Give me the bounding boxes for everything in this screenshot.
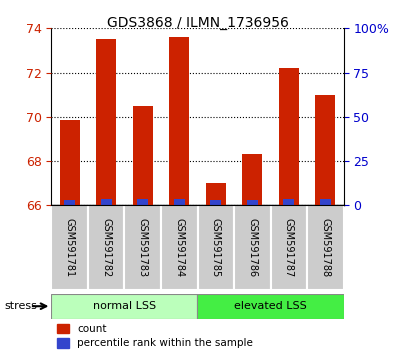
Text: normal LSS: normal LSS <box>93 301 156 311</box>
FancyBboxPatch shape <box>307 205 344 290</box>
Bar <box>247 200 258 205</box>
FancyBboxPatch shape <box>161 205 198 290</box>
Legend: count, percentile rank within the sample: count, percentile rank within the sample <box>56 324 253 348</box>
FancyBboxPatch shape <box>271 205 307 290</box>
Bar <box>315 95 335 205</box>
Text: GSM591788: GSM591788 <box>320 218 330 278</box>
Text: GSM591781: GSM591781 <box>65 218 75 278</box>
Bar <box>279 68 299 205</box>
Bar <box>96 39 116 205</box>
Text: GSM591786: GSM591786 <box>247 218 257 278</box>
Bar <box>320 199 331 205</box>
Text: stress: stress <box>4 301 37 311</box>
Bar <box>174 199 185 205</box>
Bar <box>242 154 262 205</box>
FancyBboxPatch shape <box>198 294 344 319</box>
FancyBboxPatch shape <box>234 205 271 290</box>
Bar <box>169 37 189 205</box>
Bar <box>60 120 80 205</box>
FancyBboxPatch shape <box>88 205 124 290</box>
Text: GSM591782: GSM591782 <box>101 218 111 278</box>
Text: GDS3868 / ILMN_1736956: GDS3868 / ILMN_1736956 <box>107 16 288 30</box>
Text: GSM591787: GSM591787 <box>284 218 294 278</box>
Text: GSM591784: GSM591784 <box>174 218 184 278</box>
Text: GSM591783: GSM591783 <box>138 218 148 278</box>
FancyBboxPatch shape <box>124 205 161 290</box>
FancyBboxPatch shape <box>51 205 88 290</box>
Bar <box>64 200 75 205</box>
FancyBboxPatch shape <box>198 205 234 290</box>
FancyBboxPatch shape <box>51 294 198 319</box>
Bar <box>206 183 226 205</box>
Bar <box>210 200 221 205</box>
Text: elevated LSS: elevated LSS <box>234 301 307 311</box>
Bar <box>133 106 153 205</box>
Text: GSM591785: GSM591785 <box>211 218 221 278</box>
Bar <box>283 199 294 205</box>
Bar <box>101 199 112 205</box>
Bar <box>137 199 148 205</box>
